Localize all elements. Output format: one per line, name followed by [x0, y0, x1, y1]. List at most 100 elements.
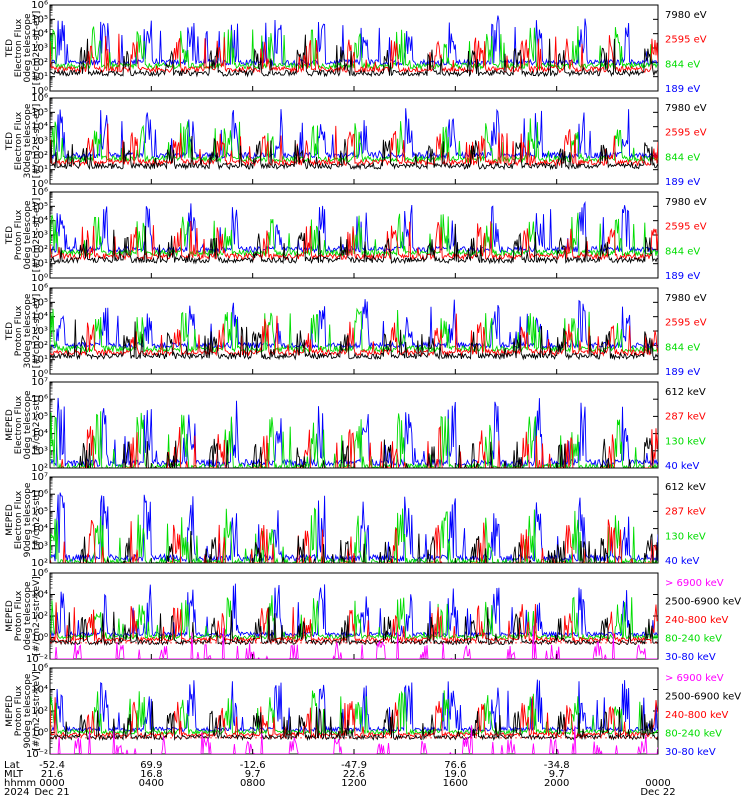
series-line	[50, 212, 658, 258]
y-tick-label: 10⁴	[31, 122, 48, 133]
legend-entry: 240-800 keV	[665, 710, 729, 721]
y-axis-label: 30deg telescope	[23, 103, 33, 178]
y-tick-label: 10⁴	[31, 524, 48, 535]
y-axis-label: [#/cm2-s-str-keV]	[32, 671, 42, 750]
x-tick-label-hhmm: 0400	[139, 778, 164, 789]
y-axis-label: 0deg telescope	[23, 13, 33, 83]
legend-entry: 30-80 keV	[665, 652, 716, 663]
series-line	[50, 223, 658, 265]
y-axis-label: Electron Flux	[14, 18, 24, 77]
y-tick-label: 10⁶	[31, 394, 48, 405]
y-tick-label: 10¹	[31, 72, 48, 83]
series-line	[50, 34, 658, 78]
y-axis-label: Proton Flux	[14, 209, 24, 260]
y-tick-label: 10⁴	[31, 429, 48, 440]
x-tick-label-hhmm: 1200	[341, 778, 366, 789]
y-tick-label: 10³	[31, 43, 48, 54]
y-tick-label: 10⁷	[31, 472, 48, 483]
series-line	[50, 426, 658, 468]
series-line	[50, 319, 658, 361]
x-tick-label-lat: -47.9	[341, 760, 367, 771]
y-axis-label: MEPED	[5, 409, 15, 441]
y-axis-label: TED	[5, 132, 15, 151]
x-row-label: hhmm	[4, 778, 36, 789]
y-axis-label: [#/cm2-s-str]	[32, 490, 42, 550]
series-traces	[50, 299, 658, 361]
y-tick-label: 10⁰	[31, 273, 48, 284]
x-tick-label-lat: 69.9	[140, 760, 162, 771]
legend-entry: 2595 eV	[665, 222, 707, 233]
legend-entry: 2595 eV	[665, 35, 707, 46]
y-tick-label: 10⁵	[31, 201, 48, 212]
y-tick-label: 10²	[31, 611, 48, 622]
legend-entry: 7980 eV	[665, 10, 707, 21]
y-tick-label: 10⁵	[31, 411, 48, 422]
x-tick-label-lat: -52.4	[39, 760, 65, 771]
legend-entry: 189 eV	[665, 271, 700, 282]
flux-panel-3: 10⁰ 10¹ 10² 10³ 10⁴ 10⁵ 10⁶ TED Proton Flux 0deg …	[5, 187, 707, 284]
x-tick-label-date: Dec 22	[640, 787, 675, 798]
y-tick-label: 10⁷	[31, 377, 48, 388]
y-axis-label: 0deg telescope	[23, 581, 33, 651]
x-tick-label-lat: 76.6	[444, 760, 466, 771]
x-tick-label-date: Dec 21	[34, 787, 69, 798]
y-tick-label: 10³	[31, 136, 48, 147]
y-tick-label: 10¹	[31, 355, 48, 366]
legend-entry: 189 eV	[665, 177, 700, 188]
x-tick-label-mlt: 19.0	[444, 769, 466, 780]
y-axis-label: Proton Flux	[14, 305, 24, 356]
y-tick-label: 10²	[31, 57, 48, 68]
legend-entry: 612 keV	[665, 387, 706, 398]
legend-entry: 7980 eV	[665, 103, 707, 114]
series-line	[50, 135, 658, 171]
y-axis-label: 30deg telescope	[23, 293, 33, 368]
x-tick-label-mlt: 9.7	[245, 769, 261, 780]
y-tick-label: 10³	[31, 230, 48, 241]
flux-panel-1: 10⁰ 10¹ 10² 10³ 10⁴ 10⁵ 10⁶ TED Electron Flux 0de…	[5, 0, 707, 97]
y-tick-label: 10⁶	[31, 663, 48, 674]
y-tick-label: 10⁰	[31, 369, 48, 380]
legend-entry: 844 eV	[665, 152, 700, 163]
legend-entry: 2595 eV	[665, 318, 707, 329]
y-tick-label: 10⁵	[31, 297, 48, 308]
y-axis-label: TED	[5, 226, 15, 245]
legend-entry: 2500-6900 keV	[665, 597, 741, 608]
legend-entry: 130 keV	[665, 531, 706, 542]
legend-entry: 2595 eV	[665, 128, 707, 139]
x-tick-label-mlt: 16.8	[140, 769, 162, 780]
x-tick-label-hhmm: 1600	[443, 778, 468, 789]
y-tick-label: 10²	[31, 558, 48, 569]
series-line	[50, 701, 658, 742]
y-axis-label: 90deg telescope	[23, 673, 33, 748]
y-axis-label: MEPED	[5, 504, 15, 536]
series-traces	[50, 108, 658, 171]
series-line	[50, 519, 658, 563]
y-axis-label: 90deg telescope	[23, 482, 33, 557]
y-tick-label: 10⁰	[31, 633, 48, 644]
series-traces	[50, 583, 658, 659]
y-axis-label: MEPED	[5, 600, 15, 632]
series-line	[50, 118, 658, 164]
legend-entry: 844 eV	[665, 246, 700, 257]
y-axis-label: TED	[5, 39, 15, 58]
y-tick-label: 10⁰	[31, 728, 48, 739]
legend-entry: > 6900 keV	[665, 578, 724, 589]
y-tick-label: 10²	[31, 244, 48, 255]
x-tick-label-hhmm: 0800	[240, 778, 265, 789]
x-tick-label-mlt: 22.6	[343, 769, 365, 780]
legend-entry: 2500-6900 keV	[665, 692, 741, 703]
y-tick-label: 10⁶	[31, 568, 48, 579]
x-tick-label-hhmm: 2000	[544, 778, 569, 789]
y-tick-label: 10³	[31, 541, 48, 552]
y-tick-label: 10²	[31, 706, 48, 717]
y-axis-label: MEPED	[5, 695, 15, 727]
x-row-label: MLT	[4, 769, 24, 780]
legend-entry: 287 keV	[665, 507, 706, 518]
y-axis-label: [#/cm2-s-str-keV]	[32, 576, 42, 655]
flux-panel-2: 10⁰ 10¹ 10² 10³ 10⁴ 10⁵ 10⁶ TED Electron Flux 30d…	[5, 93, 707, 190]
y-tick-label: 10²	[31, 340, 48, 351]
legend-entry: 287 keV	[665, 412, 706, 423]
y-tick-label: 10⁶	[31, 489, 48, 500]
y-axis-label: [#/cm2-s-str-eV]	[32, 11, 42, 86]
flux-panel-4: 10⁰ 10¹ 10² 10³ 10⁴ 10⁵ 10⁶ TED Proton Flux 30deg…	[5, 283, 707, 380]
